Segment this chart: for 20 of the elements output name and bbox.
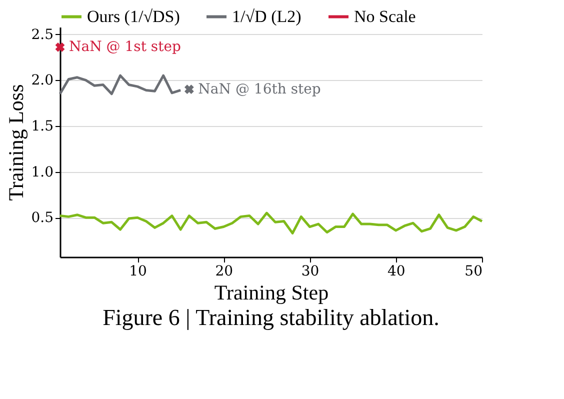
x-tick-label: 50	[464, 264, 482, 280]
x-tick-label: 40	[387, 264, 406, 280]
y-tick-label: 0.5	[31, 210, 54, 226]
x-axis-title: Training Step	[214, 280, 329, 304]
annotation: NaN @ 16th step	[198, 81, 321, 98]
y-tick-label: 1.0	[31, 164, 54, 180]
line-series	[58, 212, 484, 234]
annotation: NaN @ 1st step	[69, 39, 182, 56]
legend-label: 1/√D (L2)	[232, 6, 302, 26]
legend-label: Ours (1/√DS)	[87, 6, 180, 26]
x-tick-label: 20	[215, 264, 234, 280]
x-tick-label: 30	[301, 264, 320, 280]
y-tick-label: 2.5	[31, 26, 54, 43]
legend-label: No Scale	[354, 6, 416, 26]
line-series	[58, 74, 182, 96]
y-tick-label: 1.5	[31, 118, 54, 134]
y-axis-title: Training Loss	[4, 84, 28, 201]
x-tick-label: 10	[129, 264, 147, 280]
text: Figure 6 | Training stability ablation.	[102, 305, 440, 330]
y-tick-label: 2.0	[31, 72, 54, 89]
